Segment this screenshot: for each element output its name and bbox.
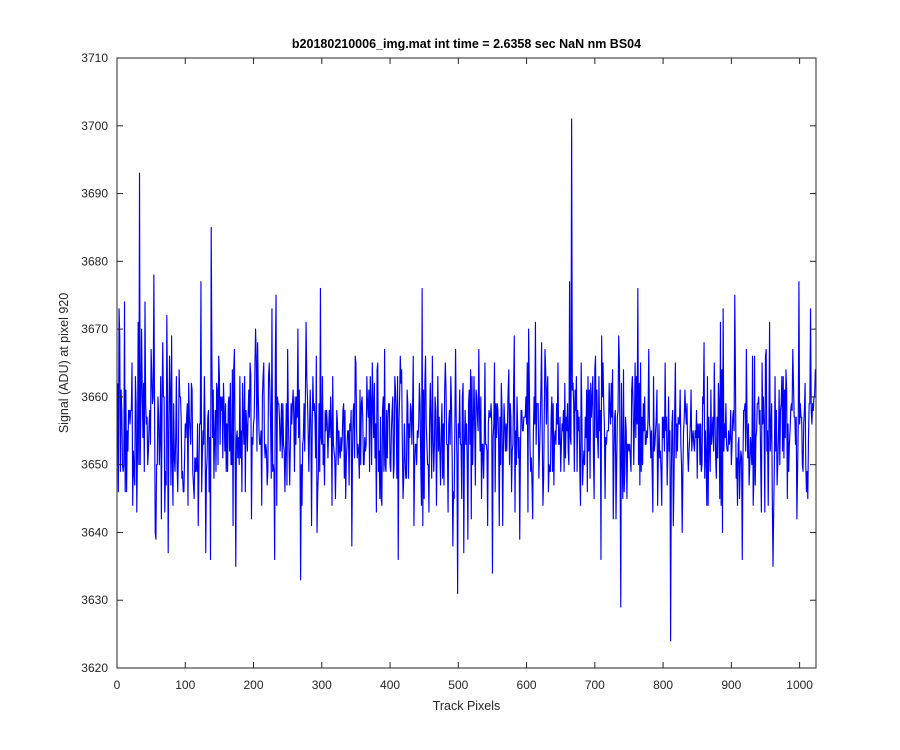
chart-title: b20180210006_img.mat int time = 2.6358 s… [292,37,641,51]
y-tick-label: 3670 [81,322,108,336]
y-tick-label: 3620 [81,661,108,675]
plot-area [117,58,816,668]
y-tick-label: 3710 [81,51,108,65]
x-tick-label: 900 [721,678,741,692]
y-tick-label: 3660 [81,390,108,404]
y-tick-label: 3640 [81,525,108,539]
x-tick-label: 800 [653,678,673,692]
x-tick-label: 300 [312,678,332,692]
x-tick-label: 0 [114,678,121,692]
x-axis-ticks: 0 100 200 300 400 500 600 700 800 900 1000 [114,58,813,692]
x-tick-label: 700 [585,678,605,692]
x-tick-label: 200 [244,678,264,692]
x-tick-label: 1000 [786,678,813,692]
y-tick-label: 3630 [81,593,108,607]
y-tick-label: 3690 [81,187,108,201]
x-tick-label: 600 [517,678,537,692]
y-tick-label: 3650 [81,458,108,472]
y-axis-ticks: 3620 3630 3640 3650 3660 3670 3680 3690 3700 3710 [81,51,816,675]
y-tick-label: 3700 [81,119,108,133]
x-axis-label: Track Pixels [433,699,501,713]
x-tick-label: 400 [380,678,400,692]
y-tick-label: 3680 [81,254,108,268]
series-line-0 [117,118,817,642]
series-group [117,118,817,642]
x-tick-label: 500 [448,678,468,692]
y-axis-label: Signal (ADU) at pixel 920 [57,293,71,433]
x-tick-label: 100 [175,678,195,692]
axes-box [116,57,817,669]
